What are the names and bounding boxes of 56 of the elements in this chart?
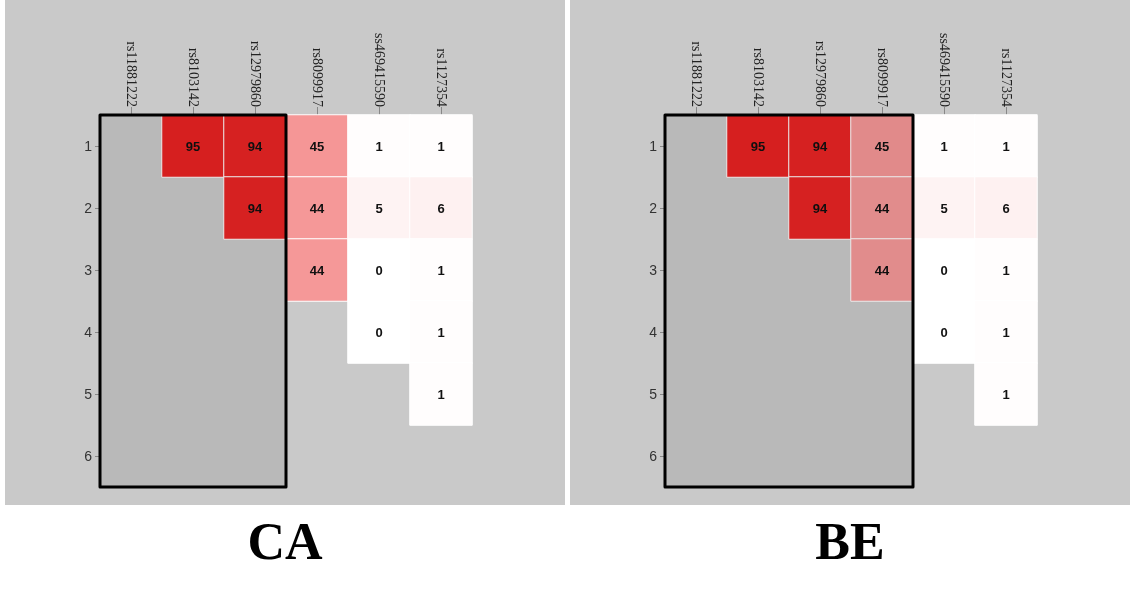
- y-tick-label: 3: [649, 262, 658, 278]
- data-label: 1: [1002, 324, 1010, 340]
- x-tick-label: rs8099917: [874, 47, 890, 107]
- data-label: 94: [247, 138, 263, 154]
- x-tick-label: rs12979860: [812, 40, 828, 107]
- data-label: 0: [375, 262, 383, 278]
- y-tick-label: 4: [649, 324, 658, 340]
- y-tick-label: 6: [84, 448, 93, 464]
- data-label: 1: [375, 138, 383, 154]
- data-label: 44: [309, 262, 325, 278]
- x-tick-label: ss469415590: [936, 33, 952, 107]
- data-label: 1: [1002, 138, 1010, 154]
- y-tick-label: 1: [649, 138, 658, 154]
- x-tick-label: rs1127354: [998, 48, 1014, 107]
- y-tick-label: 2: [649, 200, 658, 216]
- y-tick-label: 4: [84, 324, 93, 340]
- data-label: 45: [309, 138, 325, 154]
- data-label: 6: [1002, 200, 1010, 216]
- data-label: 0: [375, 324, 383, 340]
- y-tick-label: 5: [649, 386, 658, 402]
- x-tick-label: rs8103142: [750, 47, 766, 107]
- y-tick-label: 2: [84, 200, 93, 216]
- data-label: 1: [1002, 386, 1010, 402]
- x-tick-label: rs8099917: [309, 47, 325, 107]
- data-label: 0: [940, 262, 948, 278]
- data-label: 1: [1002, 262, 1010, 278]
- y-tick-label: 3: [84, 262, 93, 278]
- data-label: 45: [874, 138, 890, 154]
- x-tick-label: rs11881222: [123, 41, 139, 107]
- y-tick-label: 6: [649, 448, 658, 464]
- data-label: 6: [437, 200, 445, 216]
- data-label: 5: [940, 200, 948, 216]
- text: BE: [815, 512, 885, 570]
- x-tick-label: rs8103142: [185, 47, 201, 107]
- x-tick-label: rs1127354: [433, 48, 449, 107]
- data-label: 94: [812, 200, 828, 216]
- data-label: 44: [309, 200, 325, 216]
- data-label: 44: [874, 262, 890, 278]
- data-label: 95: [750, 138, 766, 154]
- data-label: 44: [874, 200, 890, 216]
- x-tick-label: rs11881222: [688, 41, 704, 107]
- data-label: 0: [940, 324, 948, 340]
- x-tick-label: rs12979860: [247, 40, 263, 107]
- data-label: 1: [437, 324, 445, 340]
- data-label: 1: [437, 262, 445, 278]
- data-label: 1: [437, 138, 445, 154]
- y-tick-label: 1: [84, 138, 93, 154]
- y-tick-label: 5: [84, 386, 93, 402]
- data-label: 1: [437, 386, 445, 402]
- data-label: 1: [940, 138, 948, 154]
- text: CA: [247, 512, 323, 570]
- data-label: 94: [812, 138, 828, 154]
- data-label: 94: [247, 200, 263, 216]
- data-label: 95: [185, 138, 201, 154]
- x-tick-label: ss469415590: [371, 33, 387, 107]
- data-label: 5: [375, 200, 383, 216]
